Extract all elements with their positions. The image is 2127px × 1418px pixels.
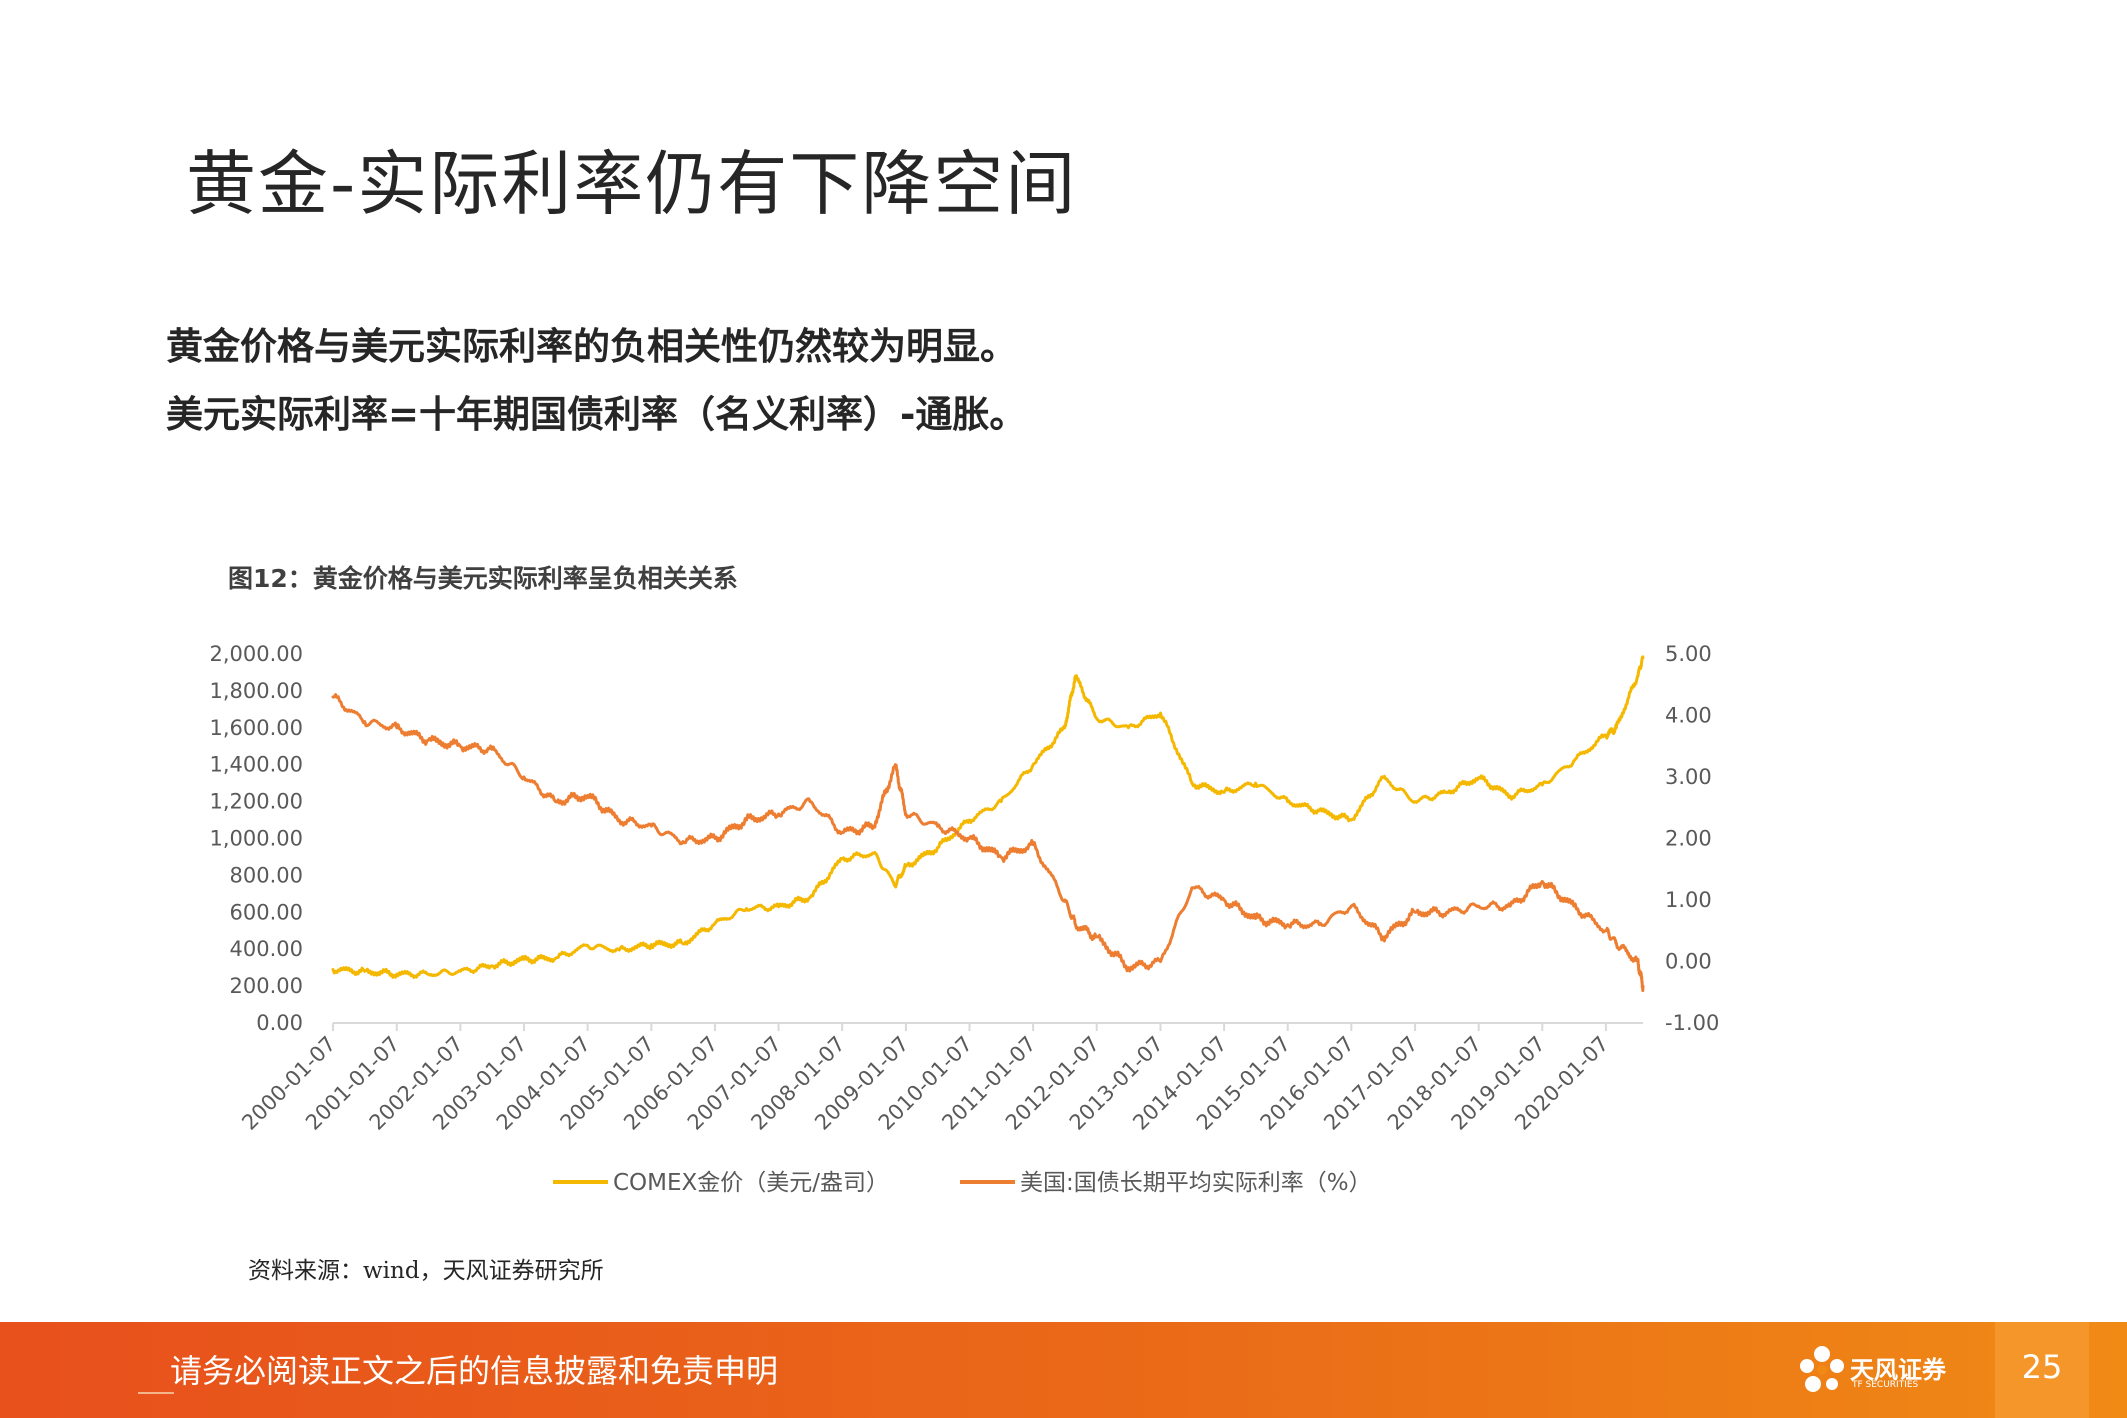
y-left-tick-label: 600.00 [230, 900, 303, 924]
y-left-tick-label: 400.00 [230, 937, 303, 961]
footer-bar: 请务必阅读正文之后的信息披露和免责申明 天风证券 TF SECURITIES 2… [0, 1322, 2127, 1418]
logo-subtext: TF SECURITIES [1852, 1380, 1919, 1390]
y-left-tick-label: 200.00 [230, 974, 303, 998]
y-right-tick-label: 0.00 [1665, 950, 1712, 974]
y-left-tick-label: 1,600.00 [209, 716, 303, 740]
page-title: 黄金-实际利率仍有下降空间 [186, 143, 1078, 225]
legend-label-2: 美国:国债长期平均实际利率（%） [1020, 1170, 1372, 1196]
y-right-tick-label: 2.00 [1665, 827, 1712, 851]
y-left-tick-label: 1,400.00 [209, 753, 303, 777]
source-note: 资料来源：wind，天风证券研究所 [248, 1258, 604, 1284]
y-right-tick-label: -1.00 [1665, 1011, 1719, 1035]
key-point-1: 黄金价格与美元实际利率的负相关性仍然较为明显。 [166, 325, 1017, 368]
series-line-1 [331, 655, 1645, 979]
figure-title: 图12：黄金价格与美元实际利率呈负相关关系 [228, 564, 738, 593]
logo-text: 天风证券 [1850, 1356, 1946, 1384]
legend-label-1: COMEX金价（美元/盎司） [613, 1170, 889, 1196]
footer-underline [138, 1392, 174, 1394]
y-left-tick-label: 0.00 [256, 1011, 303, 1035]
page-number: 25 [2021, 1348, 2063, 1386]
series-line-2 [331, 693, 1645, 992]
y-right-tick-label: 4.00 [1665, 704, 1712, 728]
y-right-tick-label: 1.00 [1665, 888, 1712, 912]
y-right-tick-label: 3.00 [1665, 765, 1712, 789]
y-left-tick-label: 2,000.00 [209, 642, 303, 666]
disclaimer-text: 请务必阅读正文之后的信息披露和免责申明 [170, 1352, 779, 1390]
y-left-tick-label: 1,800.00 [209, 679, 303, 703]
y-left-tick-label: 800.00 [230, 863, 303, 887]
legend-layer: COMEX金价（美元/盎司） 美国:国债长期平均实际利率（%） [553, 1170, 1372, 1196]
flower-logo-icon [1800, 1346, 1844, 1392]
y-right-tick-label: 5.00 [1665, 642, 1712, 666]
y-left-tick-label: 1,000.00 [209, 827, 303, 851]
series-layer [331, 655, 1645, 992]
company-logo: 天风证券 TF SECURITIES [1792, 1340, 1952, 1400]
page-number-tab [1995, 1322, 2089, 1418]
gold-vs-real-rate-chart: 2000-01-072001-01-072002-01-072003-01-07… [209, 642, 1719, 1196]
axis-layer: 2000-01-072001-01-072002-01-072003-01-07… [209, 642, 1719, 1135]
key-point-2: 美元实际利率=十年期国债利率（名义利率）-通胀。 [166, 393, 1027, 436]
y-left-tick-label: 1,200.00 [209, 790, 303, 814]
